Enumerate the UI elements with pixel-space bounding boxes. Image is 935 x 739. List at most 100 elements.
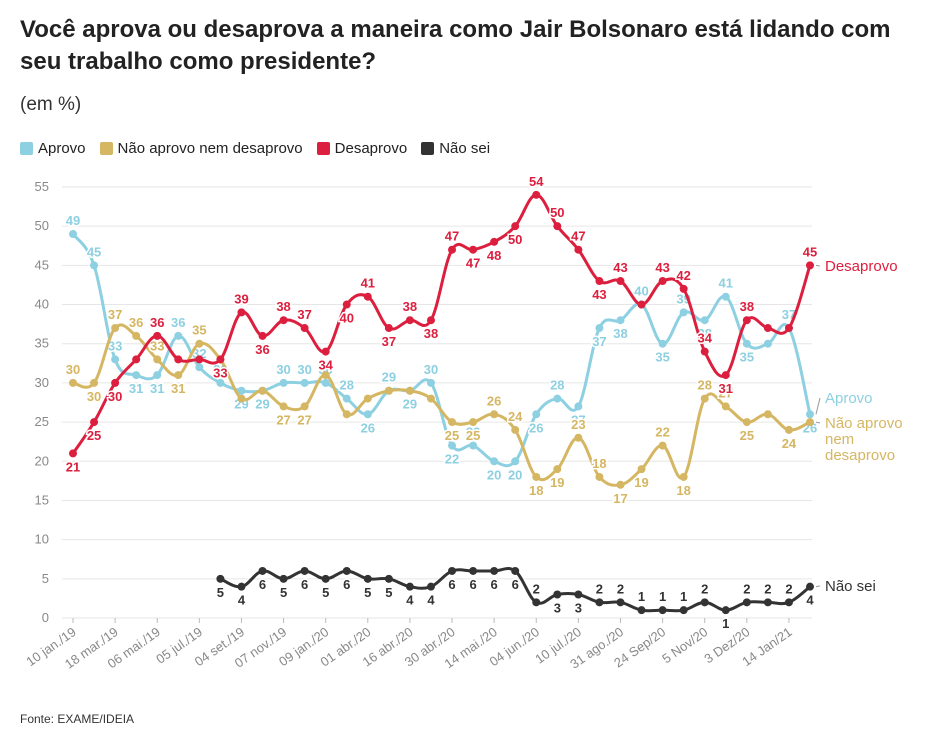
data-point-desaprovo[interactable]: [532, 190, 541, 199]
data-point-neutro[interactable]: [637, 465, 646, 474]
data-point-desaprovo[interactable]: [384, 324, 393, 333]
data-point-nao_sei[interactable]: [216, 574, 225, 583]
data-point-nao_sei[interactable]: [237, 582, 246, 591]
data-point-aprovo[interactable]: [469, 441, 478, 450]
data-point-aprovo[interactable]: [279, 378, 288, 387]
data-point-desaprovo[interactable]: [616, 277, 625, 286]
data-point-desaprovo[interactable]: [806, 261, 814, 270]
data-point-nao_sei[interactable]: [258, 566, 267, 575]
data-point-nao_sei[interactable]: [700, 598, 709, 607]
data-point-aprovo[interactable]: [763, 339, 772, 348]
data-point-neutro[interactable]: [742, 418, 751, 427]
data-point-desaprovo[interactable]: [342, 300, 351, 309]
data-point-neutro[interactable]: [69, 378, 77, 387]
data-point-neutro[interactable]: [132, 331, 141, 340]
data-point-desaprovo[interactable]: [216, 355, 225, 364]
data-point-nao_sei[interactable]: [553, 590, 562, 599]
data-point-aprovo[interactable]: [321, 378, 330, 387]
data-point-neutro[interactable]: [616, 480, 625, 489]
data-point-nao_sei[interactable]: [574, 590, 583, 599]
data-point-nao_sei[interactable]: [342, 566, 351, 575]
data-point-desaprovo[interactable]: [153, 331, 162, 340]
data-point-desaprovo[interactable]: [90, 418, 99, 427]
data-point-neutro[interactable]: [700, 394, 709, 403]
data-point-neutro[interactable]: [195, 339, 204, 348]
data-point-nao_sei[interactable]: [532, 598, 541, 607]
data-point-desaprovo[interactable]: [469, 245, 478, 254]
data-point-neutro[interactable]: [153, 355, 162, 364]
data-point-neutro[interactable]: [784, 425, 793, 434]
data-point-aprovo[interactable]: [806, 410, 814, 419]
data-point-nao_sei[interactable]: [426, 582, 435, 591]
data-point-aprovo[interactable]: [721, 292, 730, 301]
data-point-neutro[interactable]: [490, 410, 499, 419]
data-point-aprovo[interactable]: [700, 316, 709, 325]
data-point-aprovo[interactable]: [69, 230, 77, 239]
data-point-desaprovo[interactable]: [405, 316, 414, 325]
data-point-desaprovo[interactable]: [574, 245, 583, 254]
data-point-aprovo[interactable]: [511, 457, 520, 466]
data-point-nao_sei[interactable]: [806, 582, 814, 591]
legend-item-aprovo[interactable]: Aprovo: [20, 140, 86, 157]
data-point-neutro[interactable]: [363, 394, 372, 403]
data-point-neutro[interactable]: [574, 433, 583, 442]
data-point-desaprovo[interactable]: [511, 222, 520, 231]
data-point-desaprovo[interactable]: [321, 347, 330, 356]
data-point-nao_sei[interactable]: [279, 574, 288, 583]
data-point-aprovo[interactable]: [174, 331, 183, 340]
data-point-desaprovo[interactable]: [763, 324, 772, 333]
legend-item-nao-sei[interactable]: Não sei: [421, 140, 490, 157]
data-point-aprovo[interactable]: [553, 394, 562, 403]
legend-item-desaprovo[interactable]: Desaprovo: [316, 140, 407, 157]
data-point-desaprovo[interactable]: [174, 355, 183, 364]
data-point-aprovo[interactable]: [237, 386, 246, 395]
data-point-aprovo[interactable]: [216, 378, 225, 387]
data-point-neutro[interactable]: [679, 472, 688, 481]
legend-item-neutro[interactable]: Não aprovo nem desaprovo: [99, 140, 303, 157]
data-point-nao_sei[interactable]: [721, 606, 730, 615]
data-point-aprovo[interactable]: [363, 410, 372, 419]
data-point-neutro[interactable]: [321, 371, 330, 380]
data-point-aprovo[interactable]: [426, 378, 435, 387]
data-point-nao_sei[interactable]: [679, 606, 688, 615]
data-point-desaprovo[interactable]: [742, 316, 751, 325]
data-point-neutro[interactable]: [174, 371, 183, 380]
data-point-neutro[interactable]: [721, 402, 730, 411]
data-point-aprovo[interactable]: [342, 394, 351, 403]
data-point-desaprovo[interactable]: [279, 316, 288, 325]
data-point-desaprovo[interactable]: [658, 277, 667, 286]
data-point-neutro[interactable]: [90, 378, 99, 387]
data-point-aprovo[interactable]: [448, 441, 457, 450]
data-point-desaprovo[interactable]: [637, 300, 646, 309]
data-point-aprovo[interactable]: [195, 363, 204, 372]
data-point-aprovo[interactable]: [679, 308, 688, 317]
data-point-neutro[interactable]: [258, 386, 267, 395]
data-point-aprovo[interactable]: [532, 410, 541, 419]
data-point-nao_sei[interactable]: [511, 566, 520, 575]
data-point-aprovo[interactable]: [132, 371, 141, 380]
data-point-desaprovo[interactable]: [553, 222, 562, 231]
data-point-desaprovo[interactable]: [237, 308, 246, 317]
data-point-desaprovo[interactable]: [700, 347, 709, 356]
data-point-aprovo[interactable]: [658, 339, 667, 348]
data-point-desaprovo[interactable]: [300, 324, 309, 333]
data-point-nao_sei[interactable]: [595, 598, 604, 607]
data-point-neutro[interactable]: [806, 418, 814, 427]
data-point-desaprovo[interactable]: [363, 292, 372, 301]
data-point-neutro[interactable]: [763, 410, 772, 419]
data-point-desaprovo[interactable]: [132, 355, 141, 364]
data-point-desaprovo[interactable]: [595, 277, 604, 286]
data-point-nao_sei[interactable]: [490, 566, 499, 575]
data-point-neutro[interactable]: [342, 410, 351, 419]
data-point-nao_sei[interactable]: [448, 566, 457, 575]
data-point-aprovo[interactable]: [300, 378, 309, 387]
data-point-nao_sei[interactable]: [363, 574, 372, 583]
data-point-desaprovo[interactable]: [448, 245, 457, 254]
data-point-neutro[interactable]: [111, 324, 120, 333]
data-point-desaprovo[interactable]: [258, 331, 267, 340]
data-point-aprovo[interactable]: [90, 261, 99, 270]
data-point-neutro[interactable]: [511, 425, 520, 434]
data-point-aprovo[interactable]: [574, 402, 583, 411]
data-point-desaprovo[interactable]: [111, 378, 120, 387]
data-point-nao_sei[interactable]: [405, 582, 414, 591]
